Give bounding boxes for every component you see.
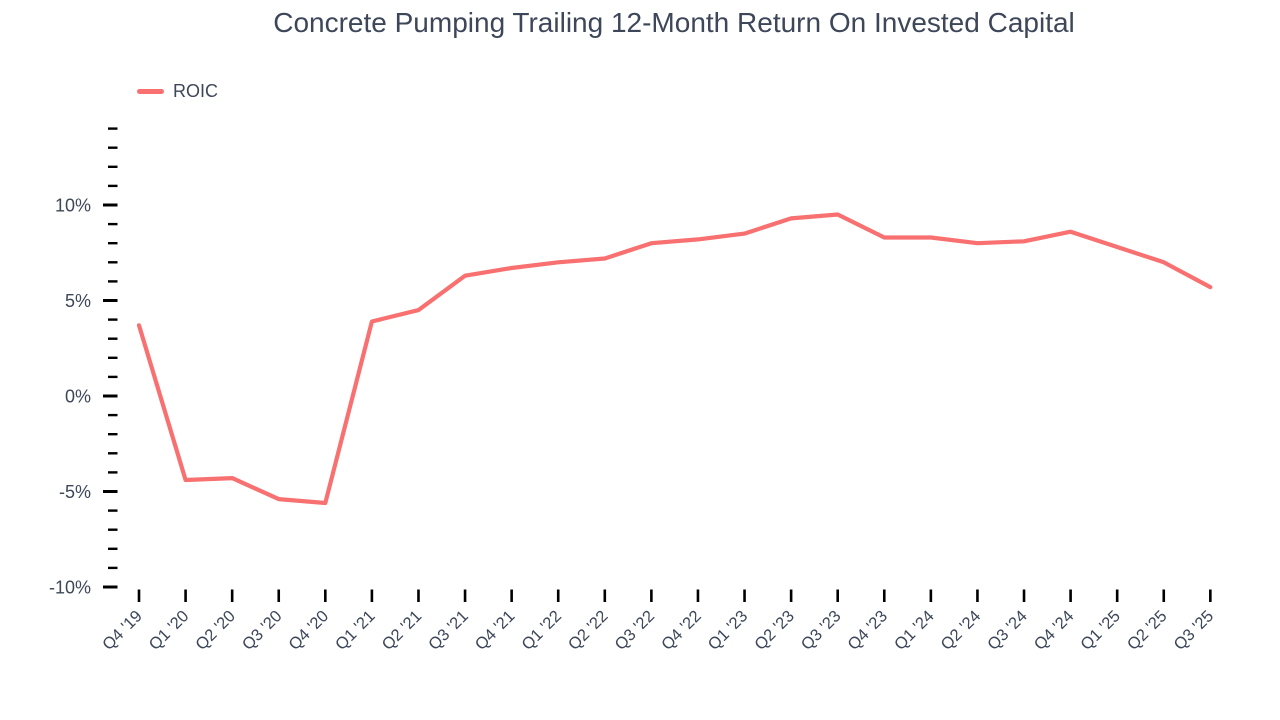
x-tick-label: Q3 '25 [1170,607,1217,654]
roic-line [136,212,1213,506]
x-tick-label: Q4 '24 [1031,607,1078,654]
y-tick-label: 10% [55,196,91,216]
x-tick-label: Q1 '24 [891,607,938,654]
y-tick-label: -10% [49,578,91,598]
x-tick-label: Q1 '22 [518,607,565,654]
x-tick-label: Q3 '24 [984,607,1031,654]
x-tick-label: Q4 '22 [658,607,705,654]
y-tick-label: 0% [65,387,91,407]
x-tick-label: Q2 '25 [1124,607,1171,654]
x-tick-label: Q3 '23 [798,607,845,654]
legend-label: ROIC [173,81,218,101]
x-tick-label: Q1 '25 [1077,607,1124,654]
legend-line-swatch [137,89,164,94]
x-tick-label: Q1 '20 [146,607,193,654]
x-tick-label: Q4 '23 [844,607,891,654]
x-tick-label: Q2 '22 [565,607,612,654]
x-tick-label: Q3 '20 [239,607,286,654]
x-tick-label: Q2 '21 [379,607,426,654]
x-tick-label: Q2 '20 [192,607,239,654]
x-tick-label: Q2 '23 [751,607,798,654]
x-tick-label: Q1 '23 [705,607,752,654]
x-tick-label: Q4 '21 [472,607,519,654]
x-tick-label: Q2 '24 [938,607,985,654]
legend: ROIC [137,81,218,102]
y-tick-label: -5% [59,482,91,502]
x-tick-label: Q3 '22 [611,607,658,654]
x-tick-label: Q3 '21 [425,607,472,654]
x-tick-label: Q4 '19 [99,607,146,654]
x-tick-label: Q1 '21 [332,607,379,654]
x-tick-label: Q4 '20 [285,607,332,654]
chart-title: Concrete Pumping Trailing 12-Month Retur… [273,7,1075,38]
y-tick-label: 5% [65,291,91,311]
